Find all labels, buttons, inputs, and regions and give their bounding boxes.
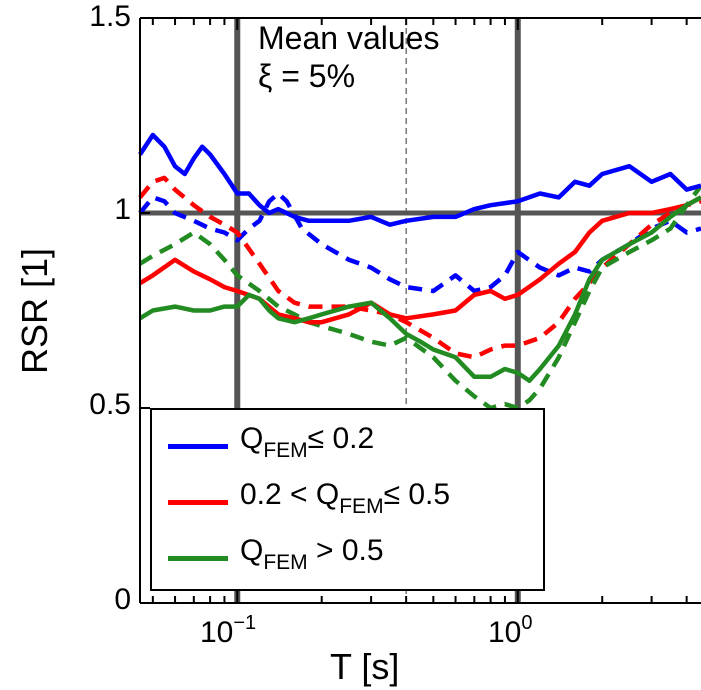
legend-label-low: QFEM≤ 0.2 (240, 422, 375, 462)
legend-swatch-high (168, 556, 228, 561)
axes (139, 17, 701, 604)
series-layer (138, 132, 701, 411)
x-tick-1: 100 (488, 612, 533, 649)
series-line-2 (138, 195, 701, 325)
legend-swatch-mid (168, 500, 228, 505)
legend-swatch-low (168, 444, 228, 449)
annotation-damping: ξ = 5% (258, 58, 356, 94)
legend-label-high: QFEM > 0.5 (240, 534, 384, 574)
y-tick-1: 1 (114, 193, 131, 226)
annotation-title: Mean values (258, 20, 440, 56)
y-tick-1.5: 1.5 (89, 0, 131, 33)
x-tick-0.1: 10−1 (200, 612, 257, 649)
y-axis-label: RSR [1] (14, 247, 56, 375)
series-line-1 (138, 191, 701, 294)
x-axis-label: T [s] (330, 646, 400, 687)
legend: QFEM≤ 0.2 0.2 < QFEM≤ 0.5 QFEM > 0.5 (150, 408, 545, 591)
y-tick-0.5: 0.5 (89, 388, 131, 421)
y-tick-0: 0 (114, 583, 131, 616)
legend-label-mid: 0.2 < QFEM≤ 0.5 (240, 478, 451, 518)
series-line-5 (138, 184, 701, 411)
series-line-0 (138, 132, 701, 227)
series-line-4 (138, 195, 701, 383)
